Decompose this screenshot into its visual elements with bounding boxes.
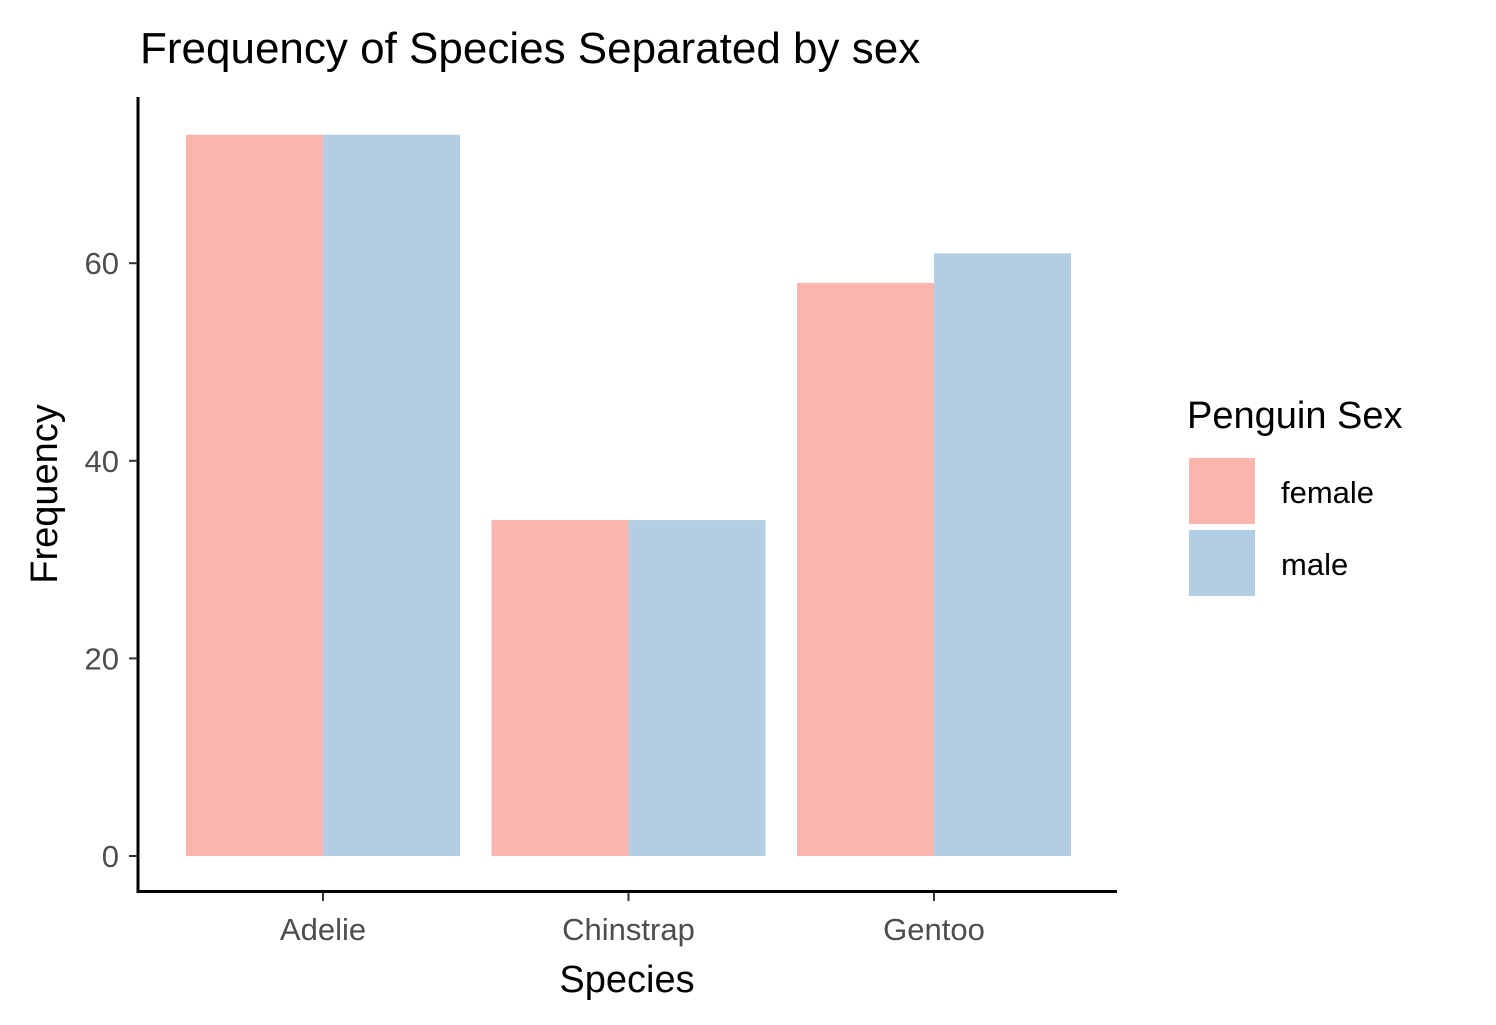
legend-label-female: female	[1281, 475, 1374, 510]
bar-gentoo-male	[934, 253, 1071, 856]
y-ticks-group: 0 20 40 60	[85, 246, 137, 874]
x-ticks-group: Adelie Chinstrap Gentoo	[280, 893, 985, 947]
bar-adelie-female	[186, 134, 323, 856]
bar-chinstrap-male	[628, 520, 766, 856]
y-tick-label: 40	[85, 444, 119, 479]
bar-gentoo-female	[797, 282, 934, 857]
chart-title: Frequency of Species Separated by sex	[140, 24, 920, 73]
bars-group	[186, 134, 1071, 857]
bar-chinstrap-female	[491, 520, 629, 856]
legend-items: female male	[1189, 458, 1374, 596]
y-tick-label: 0	[102, 839, 119, 874]
legend-key-male	[1189, 530, 1255, 596]
legend-title: Penguin Sex	[1187, 395, 1403, 437]
x-tick-label-gentoo: Gentoo	[883, 912, 985, 947]
bar-adelie-male	[323, 134, 460, 856]
y-tick-label: 60	[85, 246, 119, 281]
x-tick-label-adelie: Adelie	[280, 912, 366, 947]
x-tick-label-chinstrap: Chinstrap	[562, 912, 695, 947]
legend: Penguin Sex female male	[1187, 395, 1403, 596]
legend-label-male: male	[1281, 547, 1348, 582]
y-tick-label: 20	[85, 641, 119, 676]
y-axis-title: Frequency	[24, 404, 66, 584]
x-axis-title: Species	[559, 959, 694, 1001]
legend-key-female	[1189, 458, 1255, 524]
